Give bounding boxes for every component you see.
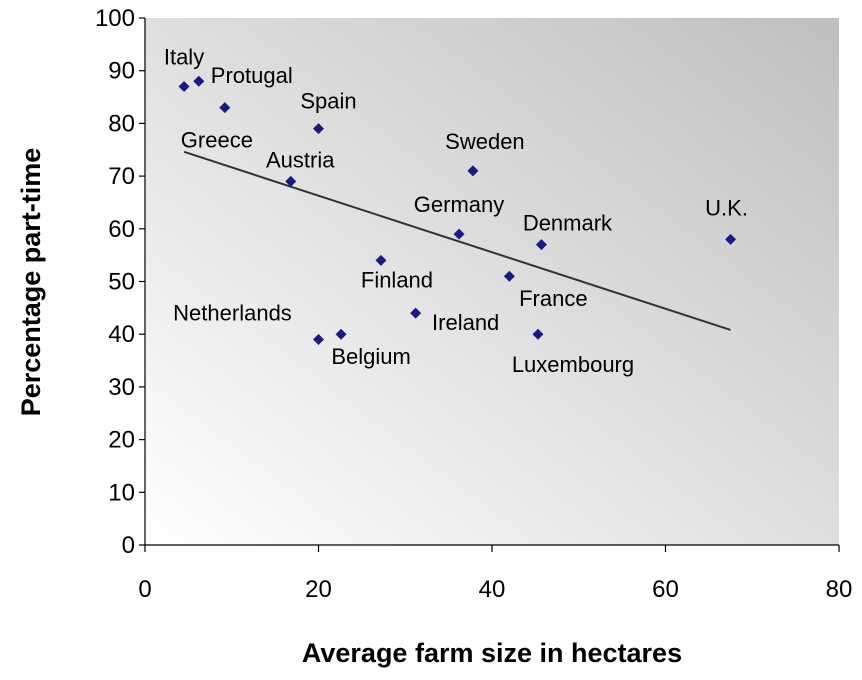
y-tick-label: 50 [108, 269, 135, 296]
y-tick-label: 90 [108, 58, 135, 85]
y-tick-label: 60 [108, 216, 135, 243]
x-tick-label: 0 [138, 576, 151, 603]
point-label-greece: Greece [181, 128, 253, 153]
point-finland [375, 254, 387, 266]
point-italy [178, 81, 190, 93]
point-label-france: France [519, 286, 587, 311]
y-tick-label: 70 [108, 163, 135, 190]
point-u-k [725, 233, 737, 245]
point-label-spain: Spain [300, 89, 356, 114]
point-label-belgium: Belgium [331, 344, 410, 369]
point-spain [313, 123, 324, 135]
point-label-denmark: Denmark [523, 211, 613, 236]
point-france [503, 270, 515, 282]
y-tick-label: 40 [108, 321, 135, 348]
point-label-u-k: U.K. [705, 195, 748, 220]
point-netherlands [313, 333, 324, 345]
point-label-ireland: Ireland [432, 310, 499, 335]
y-tick-label: 80 [108, 110, 135, 137]
point-label-protugal: Protugal [211, 63, 293, 88]
point-sweden [467, 165, 479, 177]
trendline [183, 150, 731, 331]
point-germany [453, 228, 465, 240]
point-luxembourg [532, 328, 544, 340]
point-greece [219, 102, 231, 114]
point-label-finland: Finland [361, 267, 433, 292]
point-denmark [535, 239, 547, 251]
y-tick-label: 0 [122, 532, 135, 559]
point-protugal [193, 75, 205, 87]
point-label-netherlands: Netherlands [173, 300, 292, 325]
point-label-germany: Germany [414, 192, 504, 217]
point-label-luxembourg: Luxembourg [512, 352, 634, 377]
y-tick-label: 100 [95, 5, 135, 32]
plot-area [145, 18, 839, 545]
y-axis-title: Percentage part-time [16, 148, 46, 417]
x-tick-label: 80 [826, 576, 853, 603]
x-axis-title: Average farm size in hectares [302, 638, 682, 668]
y-tick-label: 20 [108, 427, 135, 454]
x-tick-label: 60 [652, 576, 679, 603]
y-tick-label: 30 [108, 374, 135, 401]
y-tick-label: 10 [108, 479, 135, 506]
point-belgium [335, 328, 347, 340]
point-austria [285, 175, 297, 187]
point-label-austria: Austria [266, 147, 335, 172]
point-ireland [410, 307, 422, 319]
point-label-italy: Italy [164, 45, 204, 70]
point-label-sweden: Sweden [445, 129, 525, 154]
x-tick-label: 40 [479, 576, 506, 603]
x-tick-label: 20 [305, 576, 332, 603]
